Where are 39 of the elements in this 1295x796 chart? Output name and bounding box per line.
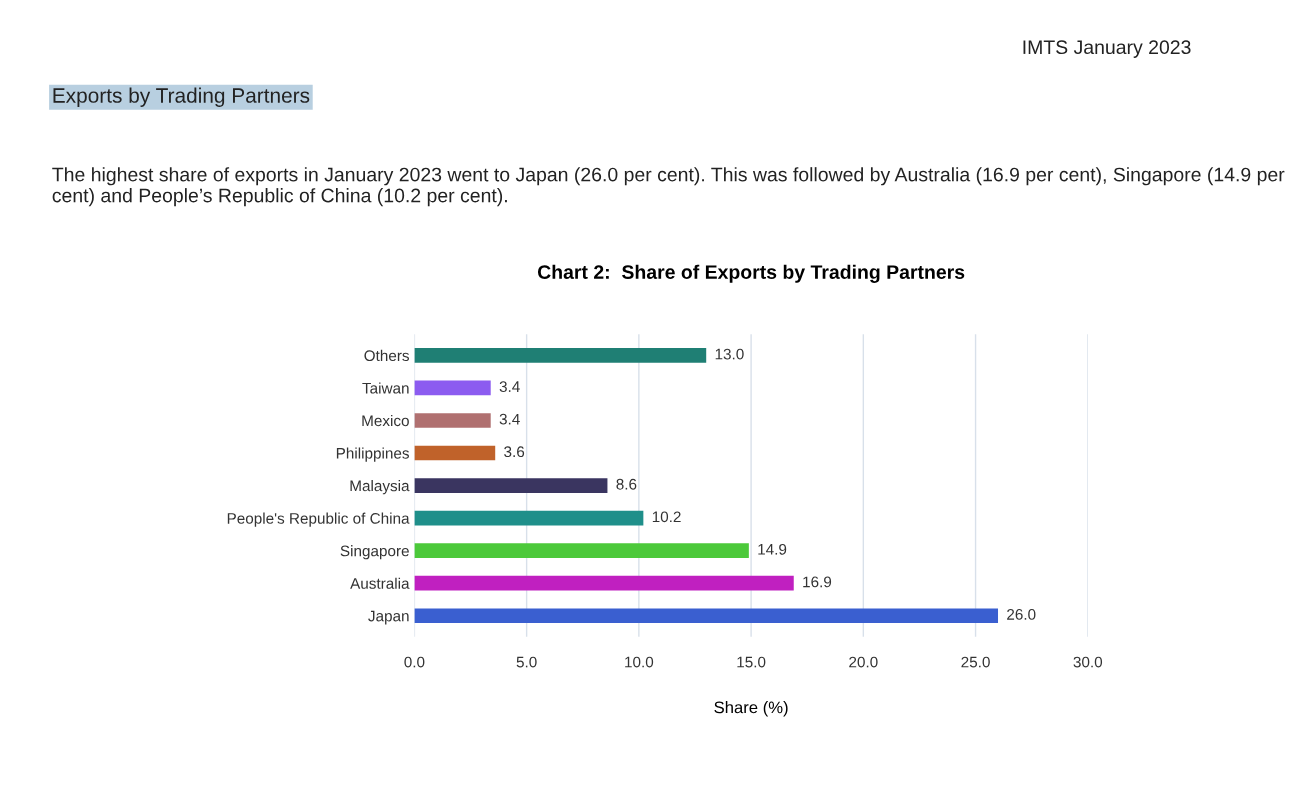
bar (414, 380, 491, 396)
bar (414, 575, 794, 591)
data-label: 3.4 (499, 413, 520, 425)
text: Exports by Trading Partners (53, 87, 310, 107)
data-label: 3.6 (504, 446, 525, 458)
bar (414, 348, 707, 363)
data-label: 14.9 (758, 543, 787, 555)
x-tick-label: 25.0 (961, 656, 990, 668)
data-label: 16.9 (803, 576, 832, 588)
y-tick-label: People's Republic of China (227, 512, 410, 527)
x-tick-label: 5.0 (516, 656, 537, 668)
y-tick-label: Australia (350, 577, 410, 589)
bar (414, 445, 496, 461)
text: The highest share of exports in January 2023 went to Japan (26.0 per cent). This was followed by Australia (16.9 per cent), Singapore (14.9 per cent) and People’s Republic of China (10.2 per cent). (52, 167, 1285, 207)
chart-title: Chart 2: Share of Exports by Trading Partners (537, 264, 965, 283)
x-tick-label: 10.0 (625, 656, 654, 668)
data-label: 8.6 (616, 478, 637, 490)
y-tick-label: Malaysia (350, 480, 410, 495)
bar (414, 608, 999, 624)
data-label: 10.2 (652, 511, 681, 523)
y-tick-label: Mexico (362, 414, 409, 427)
x-axis-title: Share (%) (714, 701, 788, 717)
data-label: 26.0 (1007, 609, 1036, 620)
y-tick-label: Singapore (340, 545, 409, 560)
bar (414, 543, 749, 558)
bar (414, 413, 491, 428)
x-tick-label: 0.0 (404, 656, 425, 668)
x-tick-label: 30.0 (1073, 656, 1103, 668)
x-tick-label: 15.0 (737, 656, 766, 668)
y-tick-label: Japan (368, 610, 409, 625)
x-tick-label: 20.0 (849, 656, 878, 668)
text: IMTS January 2023 (1023, 40, 1191, 58)
bar (414, 510, 644, 526)
bar (414, 478, 608, 493)
y-tick-label: Others (364, 349, 409, 362)
y-tick-label: Philippines (336, 447, 409, 462)
y-tick-label: Taiwan (362, 382, 409, 394)
data-label: 13.0 (715, 348, 744, 360)
data-label: 3.4 (499, 381, 520, 393)
